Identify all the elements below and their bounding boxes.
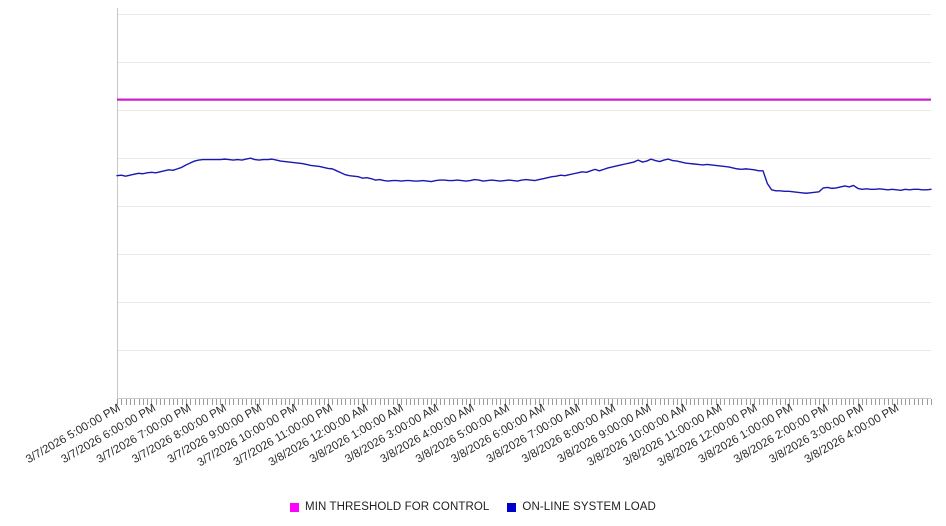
chart-legend: MIN THRESHOLD FOR CONTROL ON-LINE SYSTEM…	[0, 496, 946, 518]
legend-label-system-load: ON-LINE SYSTEM LOAD	[522, 501, 656, 513]
legend-swatch-threshold	[290, 502, 300, 512]
legend-item-system-load[interactable]: ON-LINE SYSTEM LOAD	[507, 501, 656, 513]
x-axis-ticks	[117, 399, 932, 405]
series-lines	[116, 98, 932, 194]
legend-item-threshold[interactable]: MIN THRESHOLD FOR CONTROL	[290, 501, 489, 513]
legend-label-threshold: MIN THRESHOLD FOR CONTROL	[305, 501, 490, 513]
system-load-line	[116, 157, 932, 194]
axis-lines	[117, 8, 931, 399]
legend-swatch-system-load	[507, 502, 517, 512]
